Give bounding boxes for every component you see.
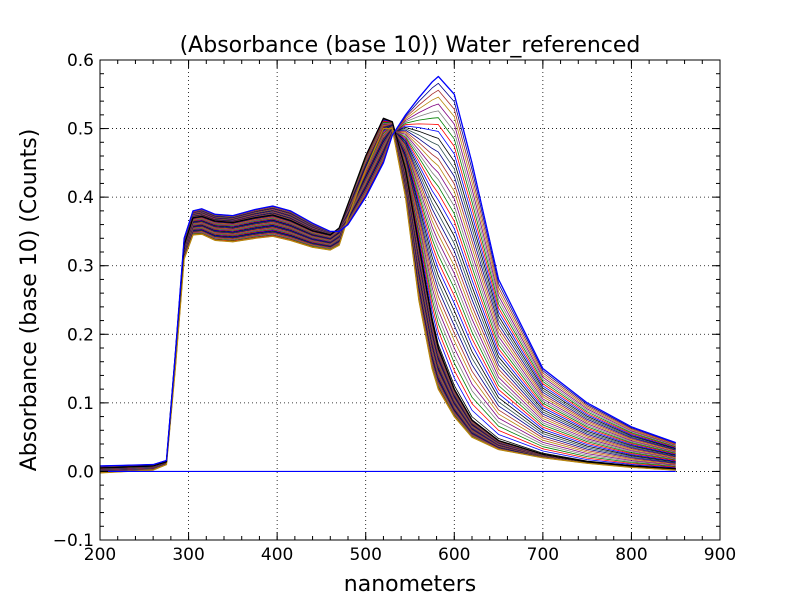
spectrum-line-3: [99, 75, 676, 467]
spectrum-line-2: [99, 117, 676, 470]
y-tick-label: 0.2: [67, 325, 94, 345]
x-tick-label: 200: [84, 545, 116, 565]
y-tick-label: 0.6: [67, 51, 94, 71]
plot-frame: [99, 59, 721, 541]
y-tick-label: 0.3: [67, 257, 94, 277]
y-tick-label: 0.1: [67, 394, 94, 414]
x-tick-label: 900: [704, 545, 736, 565]
y-tick-label: 0.5: [67, 120, 94, 140]
x-tick-label: 300: [172, 545, 204, 565]
x-tick-label: 700: [527, 545, 559, 565]
chart-title: (Absorbance (base 10)) Water_referenced: [180, 33, 641, 58]
x-tick-label: 400: [261, 545, 293, 565]
y-axis-title: Absorbance (base 10) (Counts): [17, 129, 42, 472]
x-tick-label: 600: [438, 545, 470, 565]
x-axis-title: nanometers: [344, 572, 476, 597]
series-lines: [99, 75, 676, 474]
y-tick-label: −0.1: [53, 531, 94, 551]
tick-labels: 200 300 400 500 600 700 800 900 −0.1 0.0 0.1 0.2 0.3…: [53, 51, 737, 565]
y-tick-label: 0.0: [67, 462, 94, 482]
x-tick-label: 800: [615, 545, 647, 565]
spectrum-line-1: [99, 127, 676, 474]
x-tick-label: 500: [349, 545, 381, 565]
y-tick-label: 0.4: [67, 188, 94, 208]
